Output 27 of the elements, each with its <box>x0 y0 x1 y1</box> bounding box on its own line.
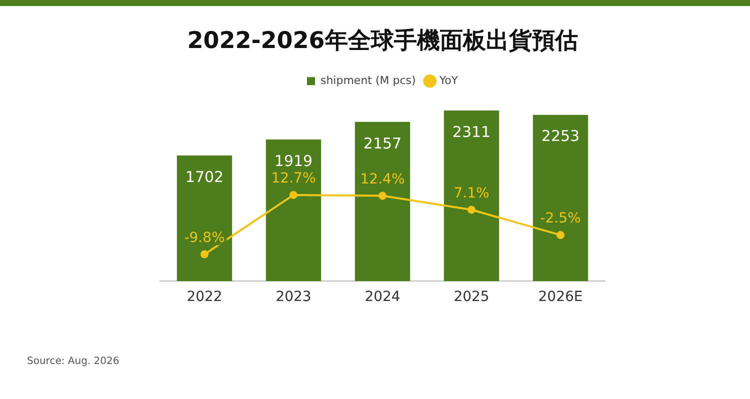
x-tick-label: 2025 <box>454 289 490 306</box>
data-label: 2157 <box>363 134 402 152</box>
x-tick-label: 2024 <box>364 289 400 306</box>
bar <box>354 122 410 282</box>
point <box>378 192 386 200</box>
data-label: 1919 <box>274 152 313 170</box>
data-label: 12.7% <box>271 170 316 187</box>
data-label: 7.1% <box>454 185 490 202</box>
bar <box>532 114 588 282</box>
x-tick-label: 2022 <box>186 289 222 306</box>
point <box>556 231 564 240</box>
data-label: 12.4% <box>360 171 405 188</box>
data-label: -2.5% <box>540 210 581 227</box>
point <box>290 190 298 199</box>
data-label: 1702 <box>185 168 224 186</box>
legend-label: shipment (M pcs) <box>320 74 416 87</box>
data-label: 2253 <box>541 127 580 146</box>
bar <box>444 110 500 282</box>
data-label: 2311 <box>452 122 491 141</box>
chart-title: 2022-2026年全球手機面板出貨預估 <box>187 28 578 54</box>
data-label: -9.8% <box>184 230 225 246</box>
legend-label: YoY <box>438 74 458 87</box>
point <box>200 250 208 258</box>
x-tick-label: 2023 <box>276 289 312 306</box>
x-tick-label: 2026E <box>538 289 583 306</box>
point <box>468 206 476 214</box>
source-note: Source: Aug. 2026 <box>27 356 120 367</box>
